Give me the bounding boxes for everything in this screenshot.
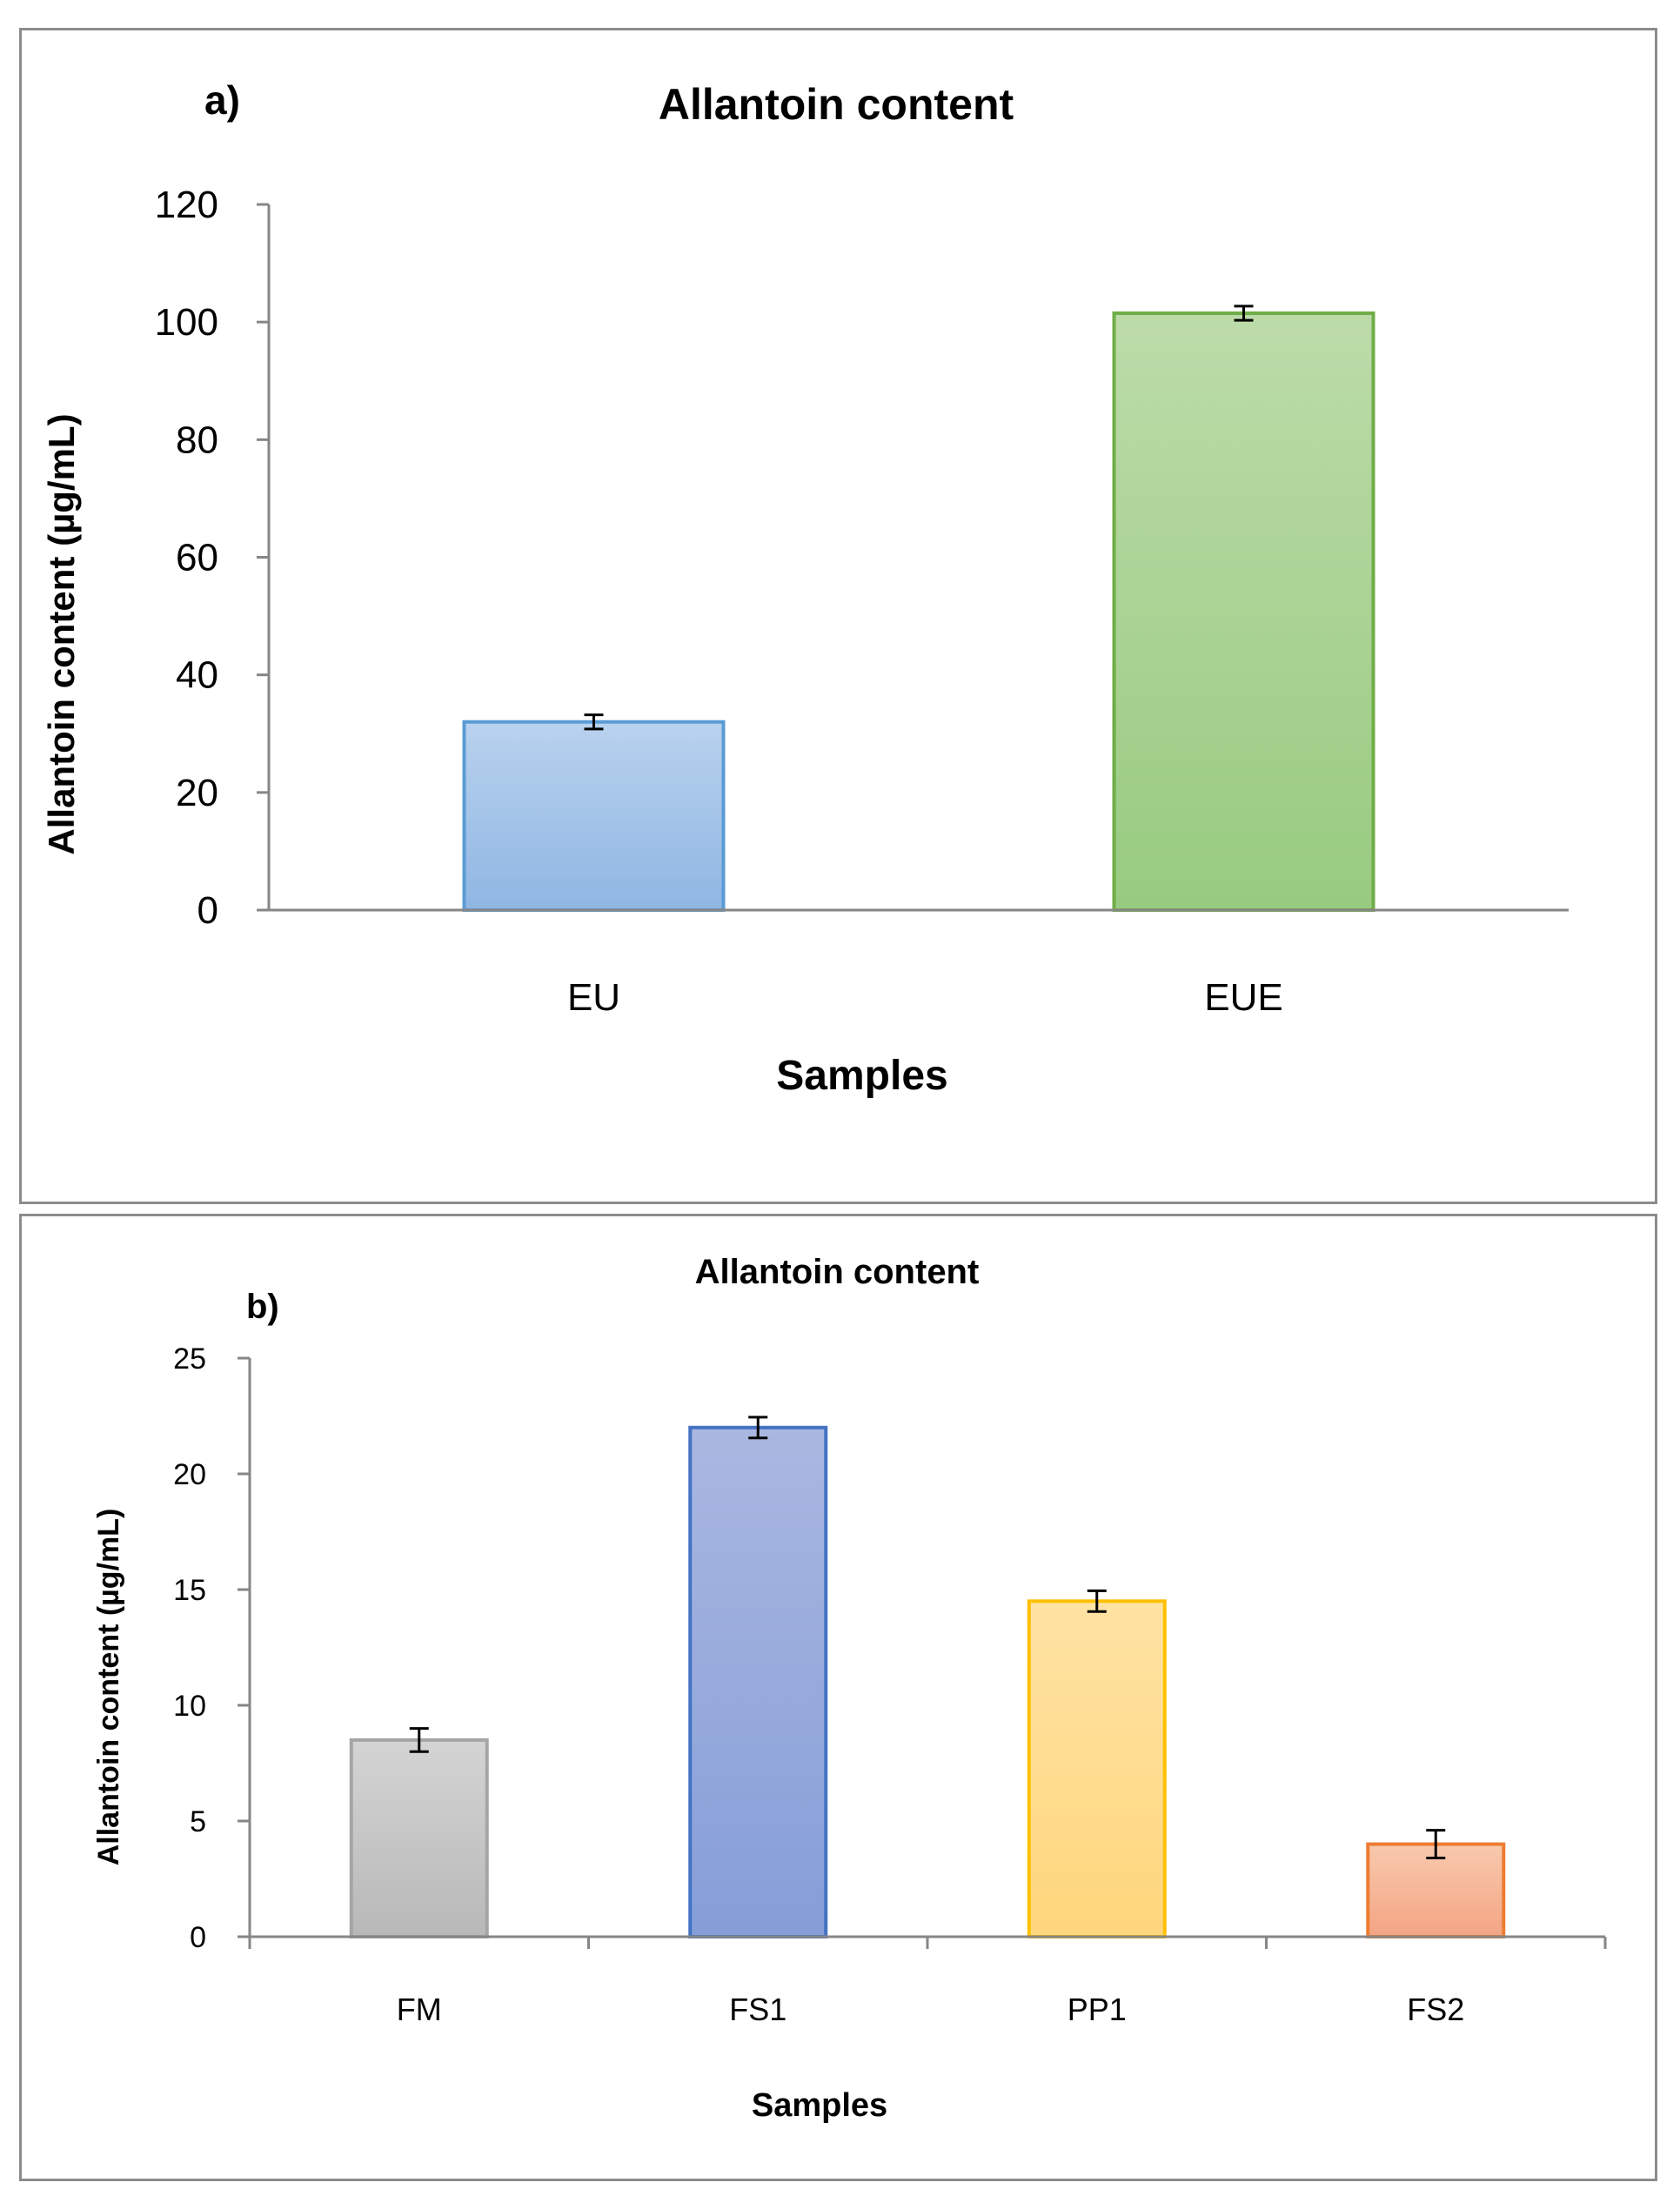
y-tick-label: 100 [155, 301, 218, 344]
y-tick-label: 25 [173, 1342, 206, 1376]
plot-area-a: 0 20 40 60 80 100 120 EU EUE [155, 184, 1569, 1019]
chart-a: a) Allantoin content Allantoin content (… [41, 77, 1569, 1099]
x-tick-label: PP1 [1068, 1992, 1127, 2027]
plot-area-b: 0 5 10 15 20 25 FM FS1 PP1 FS2 [173, 1342, 1607, 2027]
bar-fs1 [688, 1425, 828, 1939]
chart-panel-b: b) Allantoin content Allantoin content (… [19, 1214, 1657, 2181]
y-tick-label: 0 [197, 889, 218, 932]
x-tick-label: FS1 [729, 1992, 786, 2027]
x-axis-label-b: Samples [752, 2087, 887, 2124]
x-tick-label: EUE [1204, 976, 1282, 1019]
y-axis-label-a: Allantoin content (µg/mL) [41, 413, 82, 854]
y-tick-label: 20 [173, 1458, 206, 1491]
x-tick-label: FS2 [1407, 1992, 1464, 2027]
chart-title-b: Allantoin content [695, 1253, 980, 1291]
y-tick-label: 120 [155, 184, 218, 226]
chart-panel-a: a) Allantoin content Allantoin content (… [19, 28, 1657, 1204]
bar-eue [1112, 311, 1375, 912]
panel-label-a: a) [204, 77, 240, 123]
y-tick-label: 80 [176, 418, 218, 461]
bar-fm [349, 1737, 489, 1939]
x-axis-label-a: Samples [776, 1053, 947, 1099]
y-tick-label: 10 [173, 1690, 206, 1723]
x-tick-label: FM [397, 1992, 442, 2027]
y-tick-label: 0 [190, 1921, 206, 1954]
y-tick-label: 40 [176, 654, 218, 697]
y-tick-label: 5 [190, 1805, 206, 1838]
y-tick-label: 60 [176, 537, 218, 579]
y-tick-label: 15 [173, 1574, 206, 1607]
chart-b: b) Allantoin content Allantoin content (… [92, 1253, 1607, 2124]
bar-pp1 [1027, 1599, 1167, 1938]
bar-eu [462, 720, 726, 912]
panel-label-b: b) [246, 1288, 279, 1326]
y-axis-label-b: Allantoin content (µg/mL) [92, 1509, 125, 1866]
y-tick-label: 20 [176, 772, 218, 814]
chart-title-a: Allantoin content [659, 80, 1014, 129]
x-tick-label: EU [567, 976, 620, 1019]
